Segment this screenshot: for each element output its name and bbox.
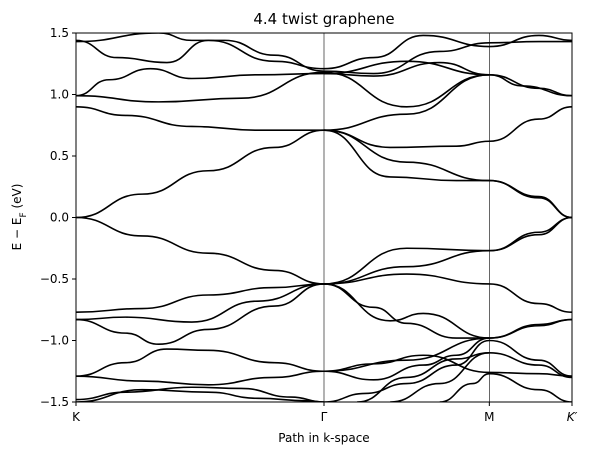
y-axis-label: E − EF (eV) — [10, 184, 29, 251]
band-line — [357, 352, 490, 402]
band-line — [323, 129, 572, 219]
y-axis-ticks: −1.5 −1.0 −0.5 0.0 0.5 1.0 1.5 — [40, 26, 76, 409]
band-line — [323, 354, 572, 377]
x-tick-label: K′ — [567, 410, 578, 424]
band-line — [76, 33, 572, 75]
band-line — [76, 60, 490, 97]
band-line — [323, 283, 490, 339]
band-line — [323, 339, 572, 402]
y-tick-label: 0.0 — [50, 211, 69, 225]
x-tick-label: Γ — [321, 410, 328, 424]
band-line — [76, 34, 572, 70]
band-line — [323, 61, 490, 77]
y-tick-label: −1.5 — [40, 395, 69, 409]
y-tick-label: −1.0 — [40, 334, 69, 348]
band-line — [323, 283, 572, 339]
y-tick-label: 1.5 — [50, 26, 69, 40]
band-line — [76, 283, 325, 345]
y-tick-label: 0.5 — [50, 149, 69, 163]
x-axis-label: Path in k-space — [278, 431, 369, 445]
band-line — [439, 372, 572, 402]
chart-title: 4.4 twist graphene — [253, 10, 394, 28]
band-lines — [76, 33, 572, 402]
band-line — [76, 388, 325, 402]
band-line — [390, 352, 572, 402]
band-line — [76, 106, 572, 149]
band-line — [76, 71, 572, 108]
y-tick-label: −0.5 — [40, 272, 69, 286]
band-line — [76, 348, 325, 377]
x-tick-label: M — [484, 410, 494, 424]
y-tick-label: 1.0 — [50, 88, 69, 102]
x-axis-ticks: K Γ M K′ — [72, 402, 578, 424]
band-line — [323, 74, 572, 131]
band-line — [323, 337, 490, 381]
x-tick-label: K — [72, 410, 81, 424]
high-symmetry-lines — [323, 33, 490, 402]
